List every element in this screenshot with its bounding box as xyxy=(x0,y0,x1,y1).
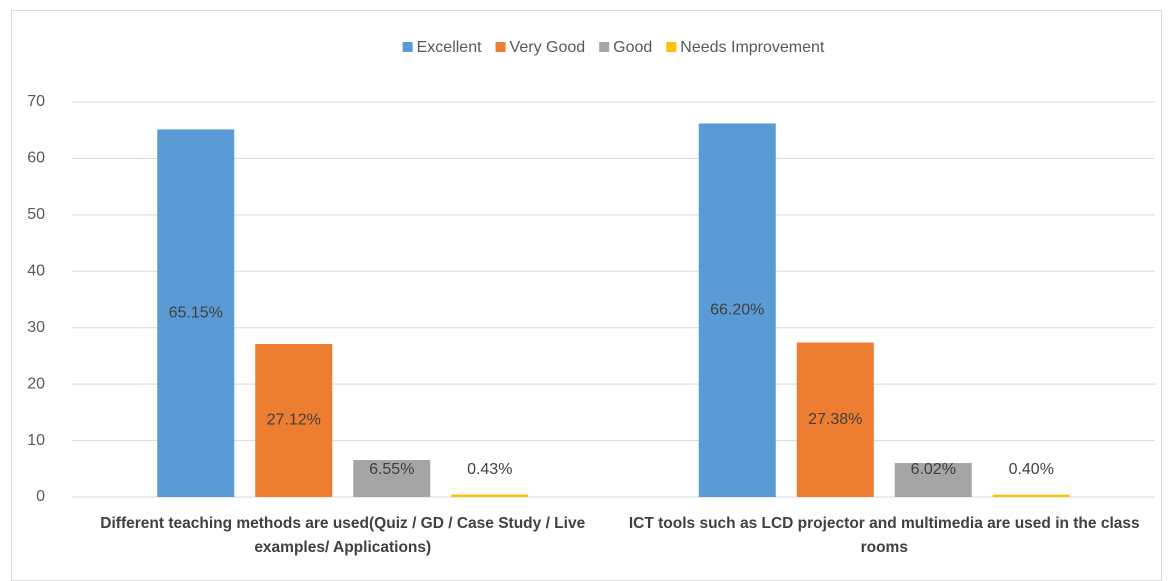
data-label: 65.15% xyxy=(169,304,223,321)
bar xyxy=(451,494,529,497)
data-label: 27.38% xyxy=(808,411,862,428)
legend-swatch xyxy=(599,42,610,52)
data-label: 0.43% xyxy=(467,461,512,478)
bar xyxy=(894,463,972,497)
legend-label: Good xyxy=(613,39,652,56)
bar xyxy=(796,342,874,497)
legend-label: Excellent xyxy=(417,39,482,56)
y-tick-label: 0 xyxy=(36,488,45,505)
legend-swatch xyxy=(402,42,413,52)
bar xyxy=(157,129,235,497)
legend-label: Very Good xyxy=(510,39,586,56)
y-tick-label: 10 xyxy=(27,432,45,449)
x-tick-label: ICT tools such as LCD projector and mult… xyxy=(628,515,1140,556)
data-label: 27.12% xyxy=(267,412,321,429)
y-tick-label: 70 xyxy=(27,93,45,110)
x-tick-label: Different teaching methods are used(Quiz… xyxy=(100,515,586,556)
bar xyxy=(255,343,333,497)
bar xyxy=(353,460,431,497)
data-label: 6.55% xyxy=(369,461,414,478)
y-tick-label: 20 xyxy=(27,375,45,392)
y-tick-label: 30 xyxy=(27,319,45,336)
data-label: 0.40% xyxy=(1009,461,1054,478)
y-tick-label: 50 xyxy=(27,206,45,223)
y-tick-label: 40 xyxy=(27,263,45,280)
bar xyxy=(698,123,776,497)
y-tick-label: 60 xyxy=(27,150,45,167)
data-label: 6.02% xyxy=(911,461,956,478)
bar xyxy=(992,494,1070,497)
legend-label: Needs Improvement xyxy=(680,39,825,56)
legend-swatch xyxy=(666,42,677,52)
data-label: 66.20% xyxy=(710,301,764,318)
legend-swatch xyxy=(495,42,506,52)
